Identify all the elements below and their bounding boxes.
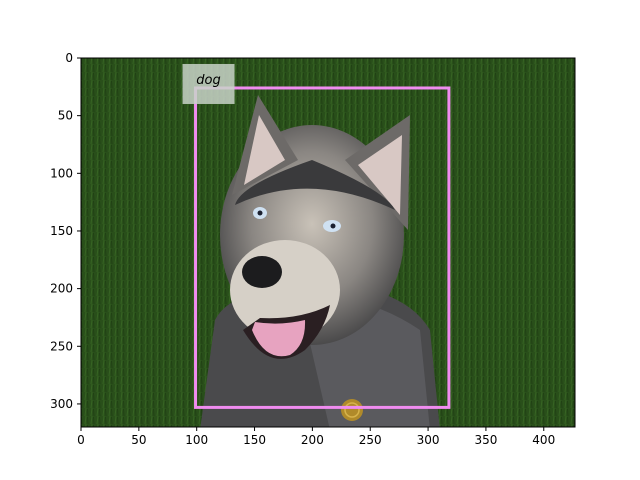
x-tick-label: 400 <box>532 433 555 447</box>
x-tick-label: 200 <box>301 433 324 447</box>
y-tick-label: 200 <box>50 282 73 296</box>
x-tick-label: 150 <box>243 433 266 447</box>
bounding-box <box>194 86 451 409</box>
y-tick-label: 250 <box>50 339 73 353</box>
x-tick-label: 0 <box>77 433 85 447</box>
label-background <box>182 63 235 104</box>
y-tick-label: 50 <box>58 109 73 123</box>
x-axis: 0 50 100 150 200 250 300 350 400 <box>77 427 555 447</box>
x-tick-label: 350 <box>474 433 497 447</box>
y-tick-label: 100 <box>50 166 73 180</box>
y-tick-label: 0 <box>65 51 73 65</box>
photo <box>81 58 575 427</box>
axes-frame <box>80 57 576 428</box>
y-tick-label: 300 <box>50 397 73 411</box>
x-tick-label: 100 <box>185 433 208 447</box>
x-tick-label: 50 <box>131 433 146 447</box>
y-axis: 0 50 100 150 200 250 300 <box>50 51 81 411</box>
x-tick-label: 250 <box>359 433 382 447</box>
detection-label: dog <box>196 73 220 88</box>
y-tick-label: 150 <box>50 224 73 238</box>
x-tick-label: 300 <box>417 433 440 447</box>
